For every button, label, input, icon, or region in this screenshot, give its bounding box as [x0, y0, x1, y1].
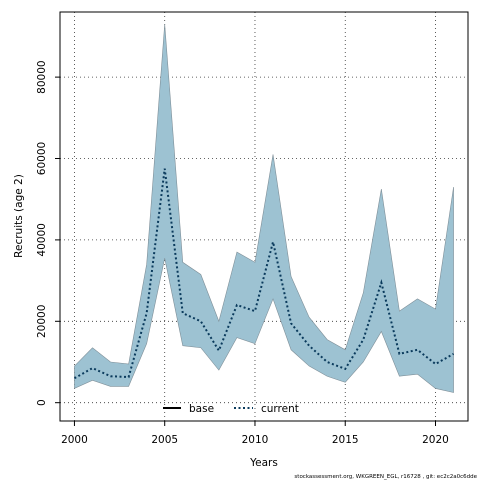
y-tick-label: 20000: [36, 305, 48, 338]
y-tick-label: 0: [36, 399, 48, 406]
confidence-band-layer: [74, 24, 454, 393]
legend-base-label: base: [189, 403, 214, 415]
y-tick-label: 80000: [36, 60, 48, 93]
series-lines: [73, 168, 455, 380]
plot-border: [59, 11, 469, 422]
y-tick-label: 60000: [36, 142, 48, 175]
x-tick-label: 2010: [242, 434, 269, 446]
confidence-band: [74, 24, 454, 393]
y-axis: 0 20000 40000 60000 80000: [36, 60, 60, 406]
x-tick-label: 2005: [151, 434, 178, 446]
x-tick-label: 2020: [422, 434, 449, 446]
y-tick-label: 40000: [36, 223, 48, 256]
x-tick-label: 2015: [332, 434, 359, 446]
y-axis-label: Recruits (age 2): [13, 174, 25, 258]
x-tick-label: 2000: [61, 434, 88, 446]
legend: base current: [163, 403, 299, 415]
footer-credit: stockassessment.org, WKGREEN_EGL, r16728…: [294, 474, 477, 480]
legend-current-label: current: [261, 403, 299, 415]
series-line-current: [73, 168, 455, 380]
x-axis-label: Years: [249, 457, 278, 469]
x-axis: 2000 2005 2010 2015 2020: [61, 421, 449, 446]
